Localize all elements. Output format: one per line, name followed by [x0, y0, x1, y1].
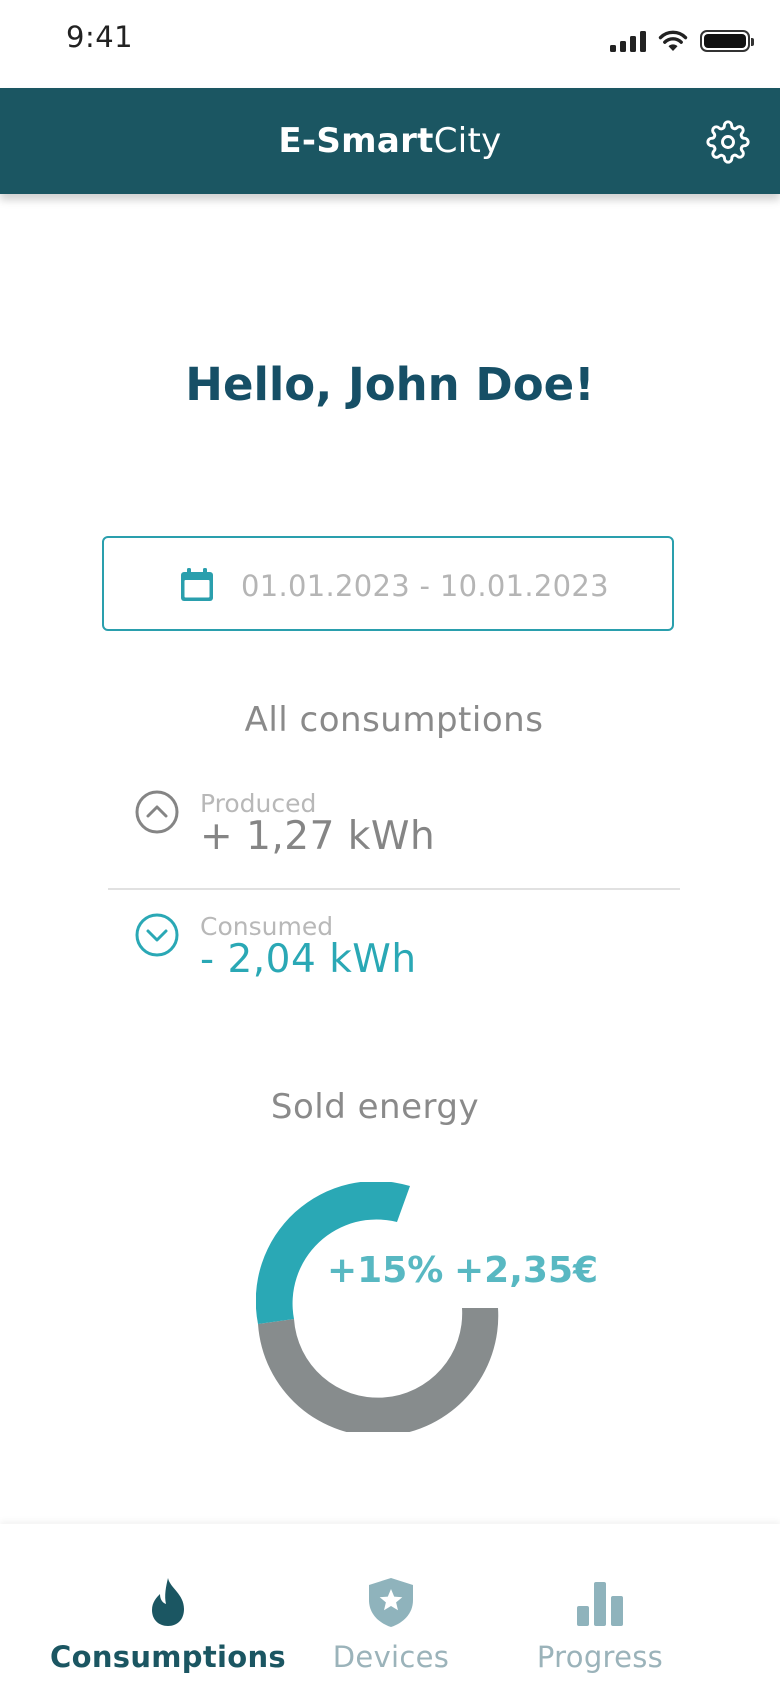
- produced-label: Produced: [200, 789, 317, 818]
- shield-star-icon: [369, 1578, 413, 1627]
- sold-energy-title: Sold energy: [270, 1087, 480, 1127]
- nav-tab-consumptions[interactable]: Consumptions: [40, 1524, 296, 1688]
- donut-segment-sold: [256, 1182, 410, 1324]
- nav-label-devices: Devices: [332, 1640, 450, 1674]
- status-bar: 9:41: [0, 0, 780, 88]
- consumed-label: Consumed: [200, 912, 334, 941]
- produced-value: + 1,27 kWh: [200, 814, 436, 859]
- donut-segment-rest: [258, 1308, 499, 1432]
- status-time: 9:41: [66, 20, 134, 54]
- greeting-title: Hello, John Doe!: [185, 358, 595, 411]
- nav-label-consumptions: Consumptions: [50, 1640, 286, 1674]
- consumed-value: - 2,04 kWh: [200, 937, 417, 982]
- sold-energy-amount: +2,35€: [454, 1250, 599, 1291]
- consumed-row: Consumed - 2,04 kWh: [108, 903, 680, 1013]
- app-title: E-SmartCity: [0, 121, 780, 161]
- consumptions-title: All consumptions: [244, 700, 544, 740]
- bottom-navigation: Consumptions Devices Progress: [0, 1524, 780, 1688]
- battery-icon: [700, 30, 754, 52]
- sold-energy-percent: +15%: [327, 1250, 444, 1291]
- chevron-up-circle-icon: [135, 790, 179, 834]
- cellular-signal-icon: [610, 30, 646, 52]
- chevron-down-circle-icon: [135, 913, 179, 957]
- app-title-bold: E-Smart: [278, 121, 434, 161]
- sold-energy-donut-chart: [256, 1182, 499, 1432]
- nav-label-progress: Progress: [536, 1640, 664, 1674]
- nav-tab-progress[interactable]: Progress: [500, 1524, 700, 1688]
- wifi-icon: [658, 30, 688, 51]
- bar-chart-icon: [577, 1582, 623, 1626]
- status-icons: [610, 24, 754, 58]
- gear-icon: [706, 120, 750, 164]
- date-range-value: 01.01.2023 - 10.01.2023: [241, 569, 609, 603]
- flame-icon: [152, 1578, 184, 1626]
- settings-button[interactable]: [706, 120, 750, 164]
- produced-row: Produced + 1,27 kWh: [108, 780, 680, 890]
- app-title-light: City: [433, 121, 502, 161]
- calendar-icon: [181, 568, 213, 601]
- app-bar: E-SmartCity: [0, 88, 780, 194]
- date-range-picker[interactable]: 01.01.2023 - 10.01.2023: [102, 536, 674, 631]
- nav-tab-devices[interactable]: Devices: [300, 1524, 482, 1688]
